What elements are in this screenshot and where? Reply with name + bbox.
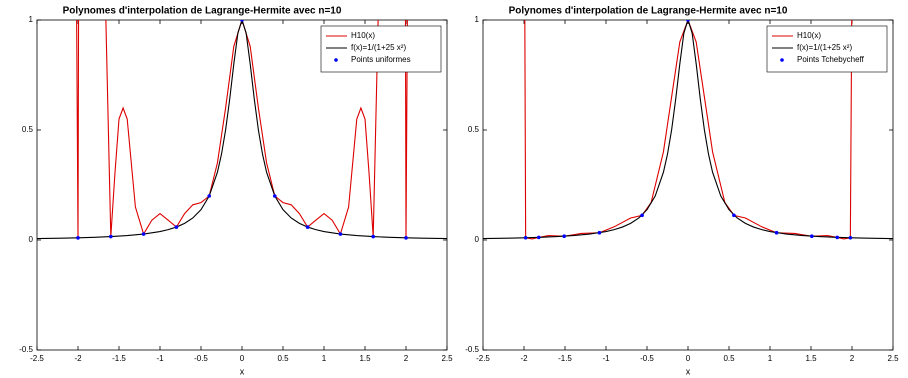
- data-point: [109, 234, 113, 239]
- legend-label: Points Tchebycheff: [797, 55, 865, 64]
- subplot: Polynomes d'interpolation de Lagrange-He…: [465, 6, 899, 377]
- data-point: [207, 194, 211, 198]
- x-axis-label: x: [240, 366, 245, 376]
- x-tick-label: 1: [768, 354, 773, 363]
- x-tick-label: 1.5: [805, 354, 817, 363]
- series-line: [76, 20, 408, 238]
- x-tick-label: 0.5: [723, 354, 735, 363]
- data-point: [810, 234, 814, 239]
- legend-marker: [334, 58, 338, 62]
- y-tick-label: 1: [29, 15, 34, 24]
- data-point: [640, 213, 644, 218]
- x-tick-label: -1: [602, 354, 610, 363]
- x-tick-label: -0.5: [194, 354, 208, 363]
- data-point: [141, 232, 146, 236]
- plot-content: [37, 20, 447, 240]
- data-point: [686, 20, 690, 22]
- data-point: [732, 213, 736, 218]
- x-tick-label: 1: [322, 354, 327, 363]
- y-tick-label: 0: [29, 235, 34, 244]
- data-point: [174, 225, 179, 229]
- legend-box: [320, 25, 442, 73]
- x-tick-label: 0.5: [277, 354, 289, 363]
- y-tick-label: 0.5: [468, 125, 480, 134]
- plot-area: [36, 19, 448, 351]
- series-line: [37, 20, 447, 240]
- plot-content: [483, 20, 893, 240]
- data-point: [273, 194, 277, 198]
- data-point: [597, 230, 602, 235]
- x-tick-label: 2: [850, 354, 855, 363]
- x-axis-label: x: [686, 366, 691, 376]
- legend-box: [766, 25, 888, 73]
- y-tick-label: 1: [475, 15, 480, 24]
- legend: H10(x) f(x)=1/(1+25 x²) Points uniformes: [320, 25, 442, 73]
- x-tick-label: 2.5: [441, 354, 453, 363]
- legend: H10(x) f(x)=1/(1+25 x²) Points Tchebycheff: [766, 25, 888, 73]
- legend-label: Points uniformes: [351, 55, 411, 64]
- x-tick-label: -1.5: [558, 354, 572, 363]
- x-tick-label: 2.5: [887, 354, 899, 363]
- data-point: [338, 232, 343, 236]
- legend-marker: [780, 58, 784, 62]
- legend-label: f(x)=1/(1+25 x²): [797, 43, 852, 52]
- data-point: [76, 236, 80, 240]
- legend-label: H10(x): [351, 31, 375, 40]
- y-tick-label: 0.5: [22, 125, 34, 134]
- x-tick-label: 1.5: [359, 354, 371, 363]
- x-tick-label: 2: [404, 354, 409, 363]
- data-point: [523, 235, 528, 240]
- plot-area: [482, 19, 894, 351]
- data-point: [305, 225, 310, 229]
- x-tick-label: -2: [520, 354, 528, 363]
- data-point: [536, 235, 541, 240]
- data-point: [774, 230, 779, 235]
- x-tick-label: -2: [74, 354, 82, 363]
- x-tick-label: -1: [156, 354, 164, 363]
- data-point: [404, 236, 408, 240]
- data-point: [835, 235, 840, 240]
- subplot: Polynomes d'interpolation de Lagrange-He…: [19, 6, 453, 377]
- legend-label: H10(x): [797, 31, 821, 40]
- x-tick-label: 0: [240, 354, 245, 363]
- y-tick-label: 0: [475, 235, 480, 244]
- y-tick-label: -0.5: [465, 345, 479, 354]
- x-tick-label: 0: [686, 354, 691, 363]
- data-point: [240, 20, 244, 22]
- data-point: [848, 235, 853, 240]
- x-tick-label: -2.5: [476, 354, 490, 363]
- chart-title: Polynomes d'interpolation de Lagrange-He…: [509, 6, 788, 17]
- data-point: [371, 234, 376, 239]
- chart-title: Polynomes d'interpolation de Lagrange-He…: [63, 6, 342, 17]
- x-tick-label: -2.5: [30, 354, 44, 363]
- x-tick-label: -0.5: [640, 354, 654, 363]
- x-tick-label: -1.5: [112, 354, 126, 363]
- data-point: [562, 234, 566, 239]
- y-tick-label: -0.5: [19, 345, 33, 354]
- legend-label: f(x)=1/(1+25 x²): [351, 43, 406, 52]
